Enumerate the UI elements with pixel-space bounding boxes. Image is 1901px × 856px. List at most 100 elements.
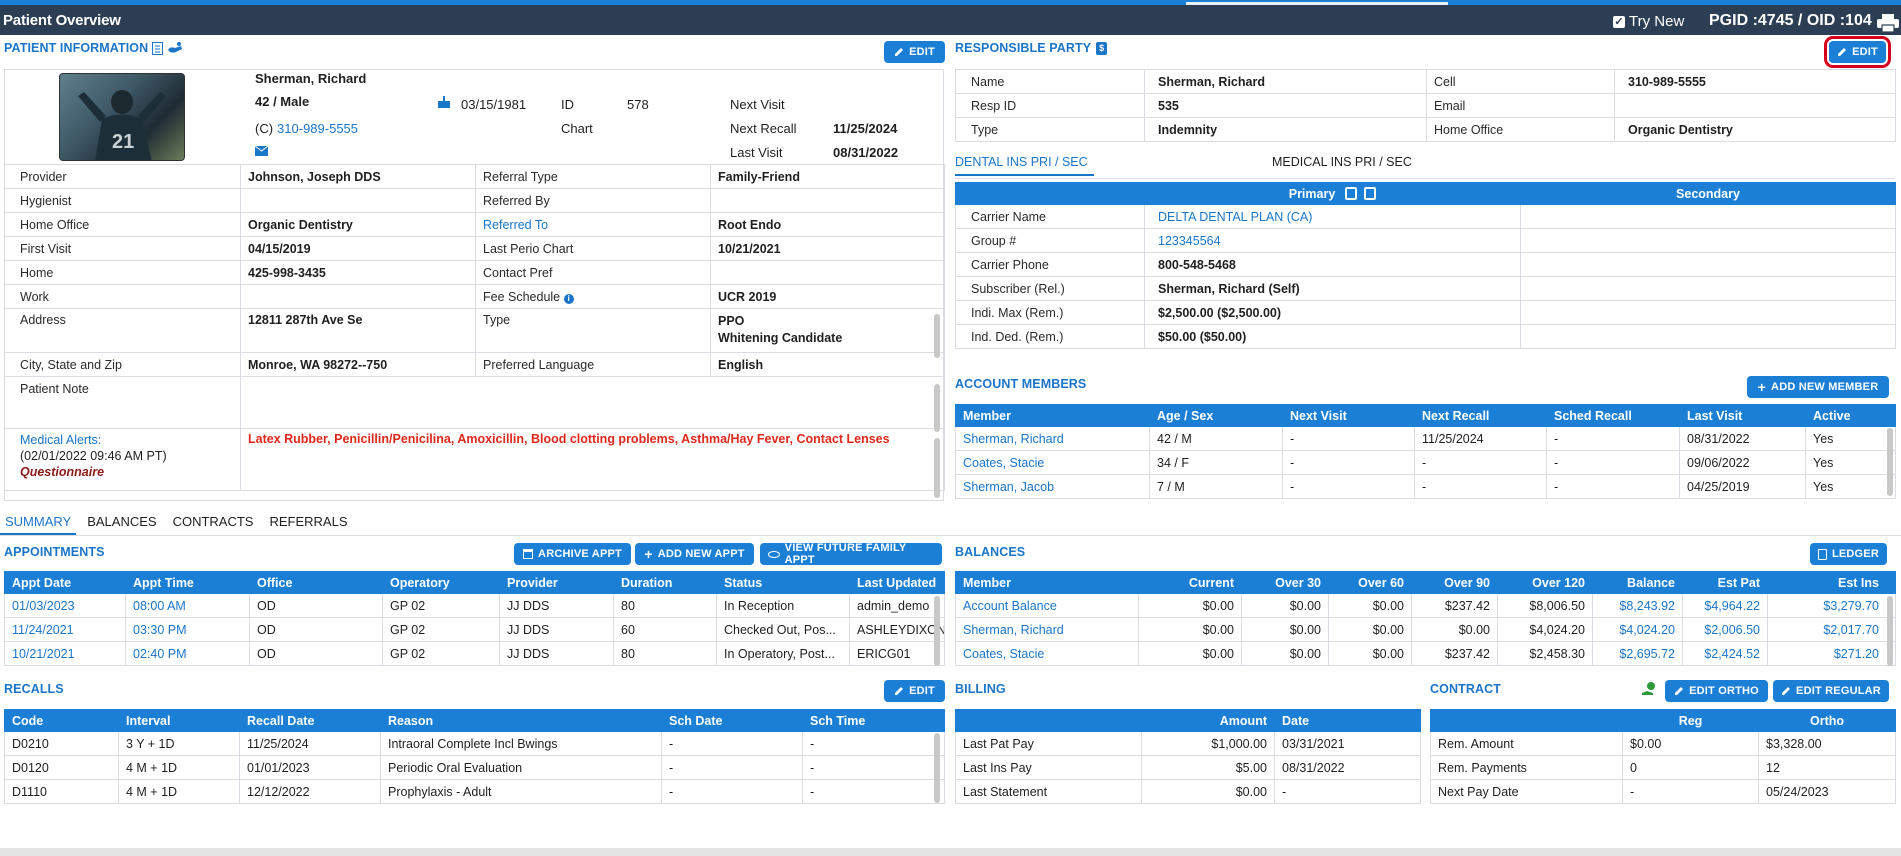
appointments-scrollbar[interactable] bbox=[934, 596, 940, 666]
tab-contracts[interactable]: CONTRACTS bbox=[172, 514, 254, 529]
printer-icon[interactable] bbox=[1877, 14, 1899, 32]
recall-cell: - bbox=[661, 779, 803, 804]
billing-amount: $1,000.00 bbox=[1141, 731, 1275, 756]
contract-row: Rem. Amount $0.00 $3,328.00 bbox=[1430, 731, 1896, 756]
patient-info-heading: PATIENT INFORMATION bbox=[4, 41, 183, 55]
tab-balances[interactable]: BALANCES bbox=[87, 514, 157, 529]
info-icon[interactable]: i bbox=[563, 293, 574, 304]
appt-date-link[interactable]: 11/24/2021 bbox=[4, 617, 126, 642]
resp-value: Sherman, Richard bbox=[1144, 69, 1427, 94]
ins-secondary-value bbox=[1520, 228, 1896, 253]
appt-cell: GP 02 bbox=[382, 593, 500, 618]
recall-cell: - bbox=[802, 755, 945, 780]
group-number-link[interactable]: 123345564 bbox=[1144, 228, 1521, 253]
col-date: Date bbox=[1274, 709, 1421, 732]
est-ins-link[interactable]: $2,017.70 bbox=[1767, 617, 1896, 642]
patient-note-value[interactable] bbox=[240, 376, 945, 429]
detail-label: Last Perio Chart bbox=[475, 236, 711, 261]
est-pat-link[interactable]: $4,964.22 bbox=[1682, 593, 1768, 618]
view-future-family-appt-button[interactable]: VIEW FUTURE FAMILY APPT bbox=[760, 542, 942, 566]
try-new-toggle[interactable]: ✓ Try New bbox=[1613, 13, 1684, 30]
recalls-header-row: Code Interval Recall Date Reason Sch Dat… bbox=[4, 709, 945, 732]
details-scrollbar[interactable] bbox=[934, 314, 940, 358]
medical-alerts-link[interactable]: Medical Alerts: bbox=[20, 433, 102, 447]
money-hand-icon[interactable] bbox=[1641, 681, 1657, 697]
appt-time-link[interactable]: 03:30 PM bbox=[125, 617, 250, 642]
ledger-button[interactable]: LEDGER bbox=[1810, 543, 1887, 565]
responsible-edit-button[interactable]: EDIT bbox=[1824, 36, 1891, 68]
card-icon[interactable] bbox=[1364, 186, 1377, 200]
recall-cell: 12/12/2022 bbox=[239, 779, 381, 804]
recall-row: D0120 4 M + 1D 01/01/2023 Periodic Oral Eva… bbox=[4, 755, 945, 780]
envelope-icon[interactable] bbox=[255, 146, 268, 156]
account-members-heading: ACCOUNT MEMBERS bbox=[955, 377, 1087, 391]
member-link[interactable]: Coates, Stacie bbox=[955, 450, 1150, 475]
edit-ortho-button[interactable]: EDIT ORTHO bbox=[1665, 680, 1768, 702]
tooth-chair-icon[interactable] bbox=[167, 41, 183, 55]
balance-link[interactable]: $8,243.92 bbox=[1592, 593, 1683, 618]
dollar-doc-icon[interactable]: $ bbox=[1096, 41, 1108, 55]
referred-to-link[interactable]: Referred To bbox=[475, 212, 711, 237]
add-new-member-button[interactable]: + ADD NEW MEMBER bbox=[1747, 376, 1889, 398]
ins-secondary-value bbox=[1520, 276, 1896, 301]
phone-link[interactable]: 310-989-5555 bbox=[277, 121, 359, 136]
patient-edit-button[interactable]: EDIT bbox=[884, 41, 945, 63]
member-link[interactable]: Sherman, Jacob bbox=[955, 474, 1150, 499]
page-footer-bar bbox=[0, 848, 1901, 856]
checkbox-icon[interactable]: ✓ bbox=[1613, 15, 1625, 28]
est-ins-link[interactable]: $3,279.70 bbox=[1767, 593, 1896, 618]
type-values: PPO Whitening Candidate bbox=[710, 308, 945, 353]
billing-label: Last Pat Pay bbox=[955, 731, 1142, 756]
questionnaire-link[interactable]: Questionnaire bbox=[20, 465, 105, 479]
recall-cell: 11/25/2024 bbox=[239, 731, 381, 756]
member-cell: - bbox=[1546, 474, 1680, 499]
birthday-cake-icon bbox=[438, 96, 450, 108]
est-ins-link[interactable]: $271.20 bbox=[1767, 641, 1896, 666]
edit-regular-button[interactable]: EDIT REGULAR bbox=[1773, 680, 1889, 702]
tab-summary[interactable]: SUMMARY bbox=[0, 510, 77, 535]
appt-date-link[interactable]: 10/21/2021 bbox=[4, 641, 126, 666]
appt-date-link[interactable]: 01/03/2023 bbox=[4, 593, 126, 618]
responsible-party-heading: RESPONSIBLE PARTY $ bbox=[955, 41, 1108, 55]
recalls-edit-button[interactable]: EDIT bbox=[884, 680, 945, 702]
balances-header-row: Member Current Over 30 Over 60 Over 90 O… bbox=[955, 571, 1896, 594]
balances-scrollbar[interactable] bbox=[1887, 596, 1893, 666]
tab-referrals[interactable]: REFERRALS bbox=[269, 514, 348, 529]
carrier-name-link[interactable]: DELTA DENTAL PLAN (CA) bbox=[1144, 204, 1521, 229]
recalls-table: Code Interval Recall Date Reason Sch Dat… bbox=[4, 709, 945, 804]
resp-label: Resp ID bbox=[955, 93, 1145, 118]
est-pat-link[interactable]: $2,006.50 bbox=[1682, 617, 1768, 642]
col-over-30: Over 30 bbox=[1241, 571, 1329, 594]
est-pat-link[interactable]: $2,424.52 bbox=[1682, 641, 1768, 666]
col-last-visit: Last Visit bbox=[1679, 404, 1806, 427]
balance-link[interactable]: $4,024.20 bbox=[1592, 617, 1683, 642]
alerts-scrollbar[interactable] bbox=[934, 438, 940, 498]
resp-value bbox=[1614, 93, 1896, 118]
balance-member-link[interactable]: Sherman, Richard bbox=[955, 617, 1139, 642]
resp-label: Home Office bbox=[1426, 117, 1615, 142]
recalls-scrollbar[interactable] bbox=[934, 733, 940, 803]
member-link[interactable]: Sherman, Richard bbox=[955, 426, 1150, 451]
tab-medical-ins[interactable]: MEDICAL INS PRI / SEC bbox=[1272, 155, 1412, 169]
add-new-appt-label: ADD NEW APPT bbox=[657, 548, 745, 560]
col-billing-label bbox=[955, 709, 1142, 732]
tab-dental-ins[interactable]: DENTAL INS PRI / SEC bbox=[955, 155, 1094, 176]
insurance-primary-header: Primary bbox=[1144, 182, 1521, 205]
balance-member-link[interactable]: Account Balance bbox=[955, 593, 1139, 618]
balance-cell: $8,006.50 bbox=[1497, 593, 1593, 618]
members-scrollbar[interactable] bbox=[1887, 428, 1893, 496]
medical-alerts-text: Latex Rubber, Penicillin/Penicilina, Amo… bbox=[240, 428, 945, 491]
col-code: Code bbox=[4, 709, 119, 732]
document-icon[interactable] bbox=[152, 41, 164, 55]
balance-member-link[interactable]: Coates, Stacie bbox=[955, 641, 1139, 666]
add-new-appt-button[interactable]: + ADD NEW APPT bbox=[635, 543, 754, 565]
medical-alerts-cell: Medical Alerts: (02/01/2022 09:46 AM PT) Q… bbox=[4, 428, 241, 491]
archive-appt-button[interactable]: ARCHIVE APPT bbox=[514, 543, 631, 565]
balance-link[interactable]: $2,695.72 bbox=[1592, 641, 1683, 666]
edit-doc-icon[interactable] bbox=[1344, 186, 1357, 200]
appt-time-link[interactable]: 08:00 AM bbox=[125, 593, 250, 618]
billing-amount: $0.00 bbox=[1141, 779, 1275, 804]
note-scrollbar[interactable] bbox=[934, 384, 940, 432]
appt-time-link[interactable]: 02:40 PM bbox=[125, 641, 250, 666]
billing-heading: BILLING bbox=[955, 682, 1006, 696]
